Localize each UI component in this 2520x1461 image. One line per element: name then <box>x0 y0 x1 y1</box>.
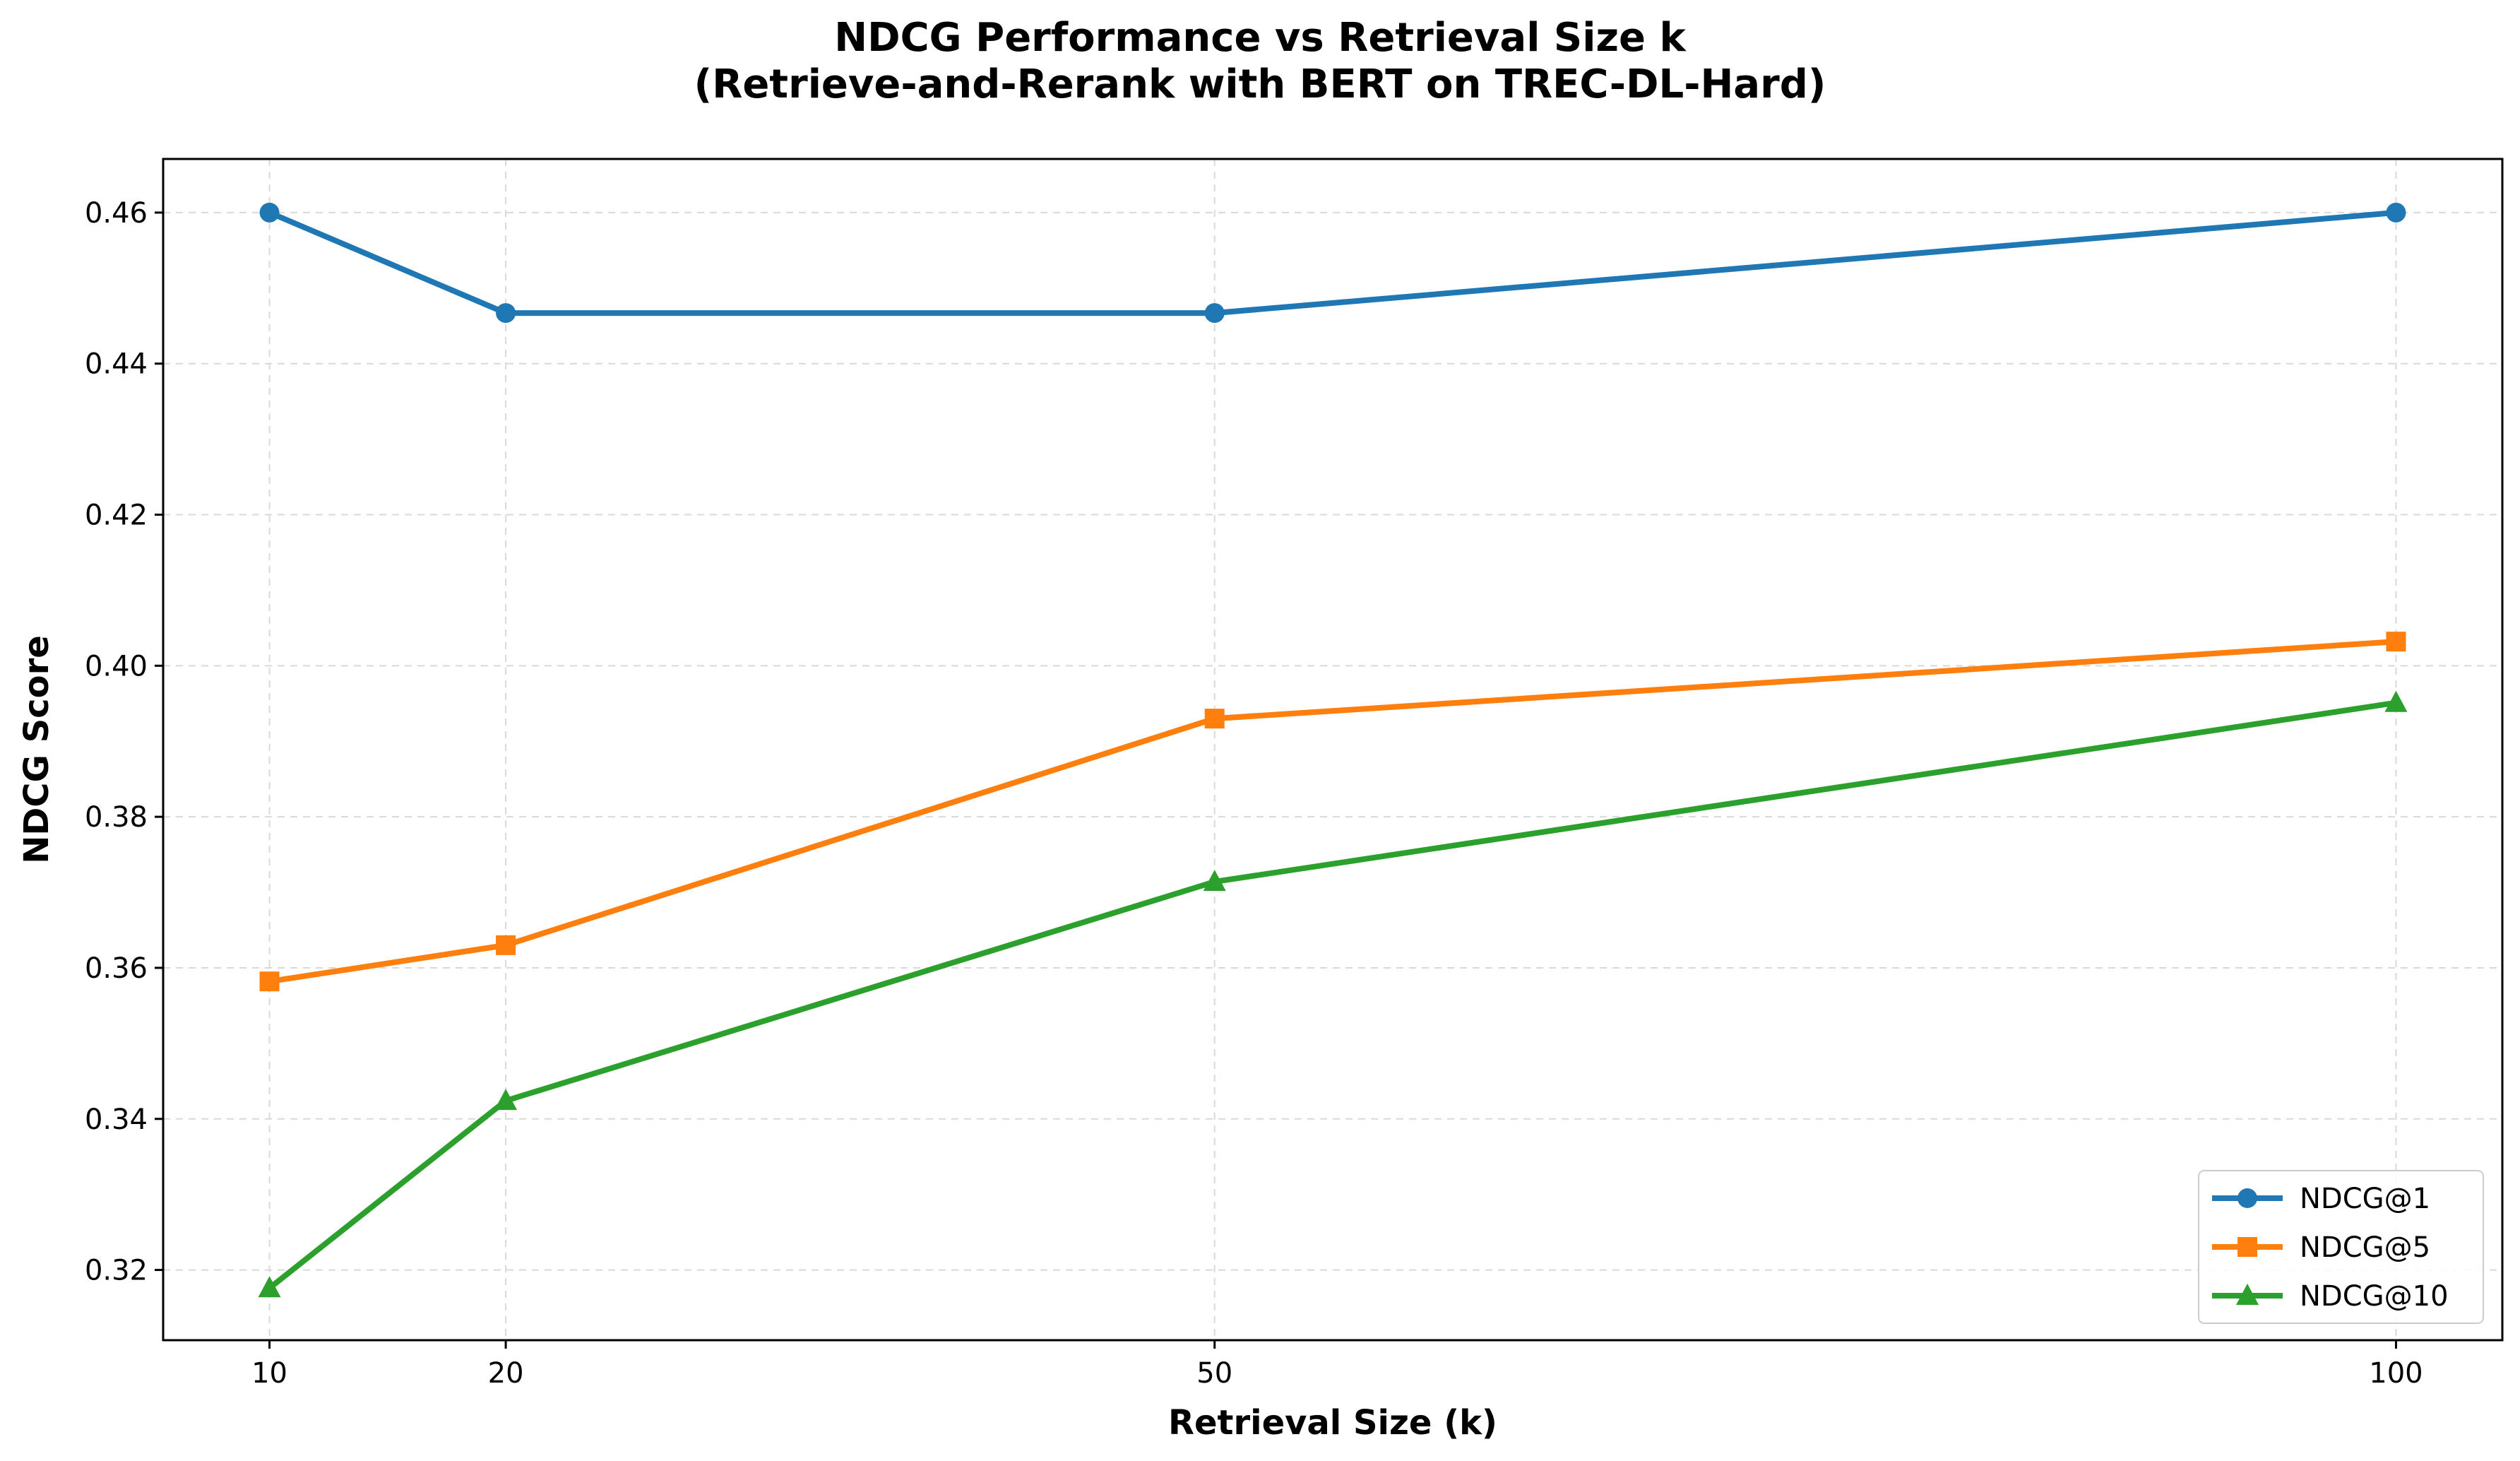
data-point <box>258 1276 281 1298</box>
data-point <box>494 1089 518 1111</box>
y-tick-label: 0.42 <box>85 499 148 532</box>
x-axis-label: Retrieval Size (k) <box>1168 1403 1497 1443</box>
data-point <box>2386 202 2406 223</box>
y-tick-label: 0.38 <box>85 801 148 834</box>
y-axis-ticks: 0.32 0.34 0.36 0.38 0.40 0.42 0.44 0.46 <box>85 197 163 1287</box>
chart-title-line-1: NDCG Performance vs Retrieval Size k <box>834 15 1687 61</box>
data-point <box>1204 709 1225 729</box>
data-point <box>259 202 280 223</box>
series-NDCG@1 <box>259 202 2406 324</box>
data-point <box>2386 632 2406 652</box>
y-axis-label: NDCG Score <box>17 635 57 864</box>
legend-item: NDCG@10 <box>2212 1280 2449 1313</box>
data-point <box>1203 870 1226 892</box>
chart-title-line-2: (Retrieve-and-Rerank with BERT on TREC-D… <box>694 61 1826 107</box>
legend-marker <box>2236 1284 2259 1305</box>
legend-marker <box>2237 1188 2257 1208</box>
plot-area-frame <box>162 158 2504 1342</box>
data-point <box>259 971 280 992</box>
legend-box <box>2198 1170 2484 1324</box>
series-NDCG@10 <box>258 690 2408 1298</box>
x-axis-ticks: 10 20 50 100 <box>251 1340 2423 1390</box>
legend: NDCG@1 NDCG@5 NDCG@10 <box>2198 1170 2484 1324</box>
y-tick-label: 0.46 <box>85 197 148 230</box>
y-tick-label: 0.44 <box>85 348 148 381</box>
legend-item: NDCG@5 <box>2212 1231 2430 1264</box>
y-tick-label: 0.32 <box>85 1255 148 1287</box>
x-tick-label: 20 <box>488 1357 524 1390</box>
series-NDCG@5 <box>259 632 2406 992</box>
data-point <box>496 935 516 955</box>
y-tick-label: 0.36 <box>85 952 148 985</box>
x-tick-label: 50 <box>1196 1357 1232 1390</box>
series-line <box>266 699 2399 1291</box>
series-line <box>266 639 2399 985</box>
legend-item: NDCG@1 <box>2212 1183 2430 1215</box>
legend-label: NDCG@10 <box>2300 1280 2449 1313</box>
legend-marker <box>2237 1237 2257 1257</box>
data-point <box>1204 303 1225 324</box>
legend-label: NDCG@1 <box>2300 1183 2430 1215</box>
y-tick-label: 0.34 <box>85 1104 148 1136</box>
data-point <box>2384 690 2408 712</box>
y-tick-label: 0.40 <box>85 650 148 682</box>
x-tick-label: 10 <box>251 1357 287 1390</box>
series-layer <box>258 202 2408 1298</box>
x-tick-label: 100 <box>2369 1357 2423 1390</box>
grid <box>163 159 2502 1340</box>
series-line <box>266 209 2399 317</box>
data-point <box>496 303 516 324</box>
legend-label: NDCG@5 <box>2300 1231 2430 1264</box>
